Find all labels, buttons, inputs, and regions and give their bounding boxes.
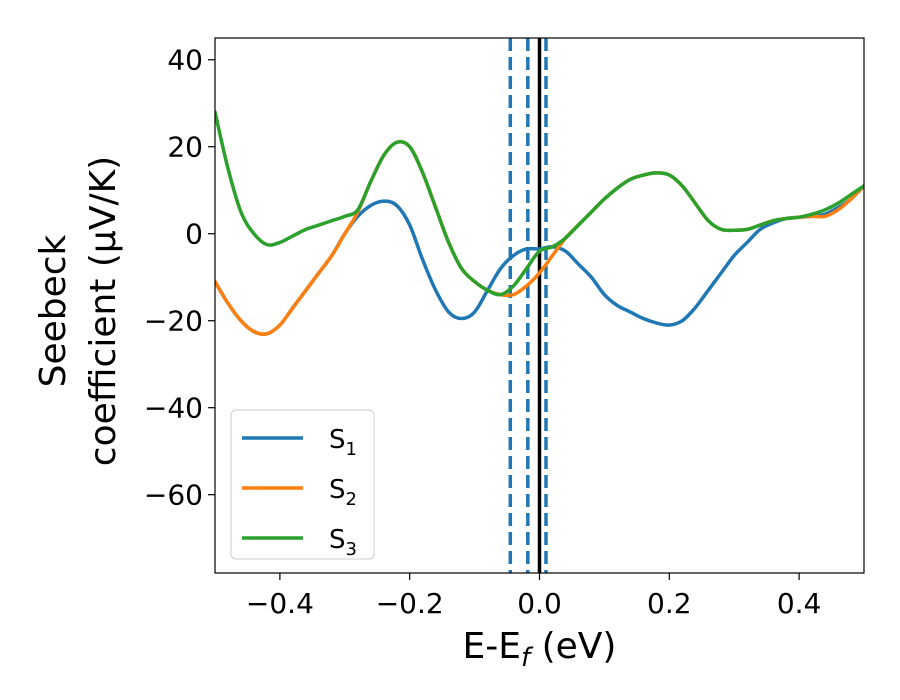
x-axis-ticks: −0.4 −0.2 0.0 0.2 0.4 bbox=[246, 573, 821, 620]
y-tick-label: 0 bbox=[185, 218, 203, 251]
legend: S1 S2 S3 bbox=[230, 409, 375, 560]
fermi-level-markers bbox=[508, 38, 548, 573]
y-axis-ticks: −60 −40 −20 0 20 40 bbox=[144, 44, 215, 512]
legend-box bbox=[230, 409, 375, 560]
y-axis-label-line2: coefficient (μV/K) bbox=[83, 156, 124, 466]
legend-label-s1: S1 bbox=[329, 425, 357, 460]
y-tick-label: −40 bbox=[144, 392, 203, 425]
x-tick-label: −0.4 bbox=[246, 587, 314, 620]
x-tick-label: 0.0 bbox=[517, 587, 562, 620]
y-tick-label: 20 bbox=[167, 131, 203, 164]
series-line-s3 bbox=[215, 110, 864, 297]
y-axis-label-line1: Seebeck bbox=[33, 234, 74, 387]
legend-label-s2: S2 bbox=[329, 475, 357, 510]
series-lines bbox=[215, 110, 864, 336]
y-tick-label: 40 bbox=[167, 44, 203, 77]
x-tick-label: 0.2 bbox=[647, 587, 692, 620]
x-tick-label: 0.4 bbox=[777, 587, 822, 620]
y-axis-label: Seebeck coefficient (μV/K) bbox=[33, 156, 124, 466]
y-tick-label: −20 bbox=[144, 305, 203, 338]
x-tick-label: −0.2 bbox=[376, 587, 444, 620]
x-axis-label: E-Ef (eV) bbox=[463, 626, 617, 673]
y-tick-label: −60 bbox=[144, 479, 203, 512]
legend-label-s3: S3 bbox=[329, 525, 357, 560]
